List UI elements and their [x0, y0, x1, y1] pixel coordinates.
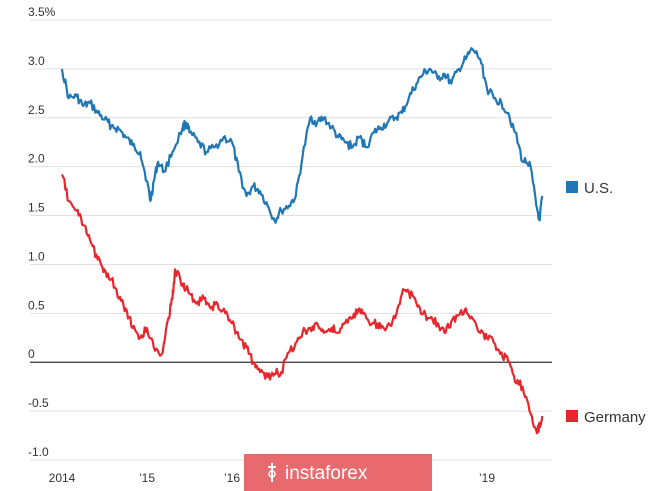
- y-tick-label: -1.0: [28, 445, 49, 459]
- y-tick-label: -0.5: [28, 396, 49, 410]
- x-tick-label: ’15: [139, 471, 155, 485]
- y-tick-label: 2.5: [28, 103, 45, 117]
- y-tick-label: 3.0: [28, 54, 45, 68]
- germany-yield-line: [60, 174, 544, 435]
- legend-germany: Germany: [566, 409, 646, 426]
- legend-label-germany: Germany: [584, 409, 646, 426]
- x-axis-tick-labels: 2014 ’15 ’16 ’19: [49, 471, 496, 485]
- y-tick-label: 3.5%: [28, 5, 56, 19]
- y-axis-tick-labels: 3.5% 3.0 2.5 2.0 1.5 1.0 0.5 0 -0.5 -1.0: [28, 5, 56, 459]
- y-tick-label: 1.5: [28, 201, 45, 215]
- watermark-text: instaforex: [285, 463, 368, 484]
- legend-us: U.S.: [566, 180, 613, 197]
- legend-swatch-germany: [566, 410, 578, 422]
- gridlines: [30, 19, 552, 461]
- x-tick-label: ’16: [224, 471, 240, 485]
- legend-label-us: U.S.: [584, 180, 613, 197]
- watermark: instaforex: [244, 454, 432, 491]
- y-tick-label: 0: [28, 347, 35, 361]
- y-tick-label: 0.5: [28, 298, 45, 312]
- y-tick-label: 2.0: [28, 152, 45, 166]
- legend-swatch-us: [566, 181, 578, 193]
- us-yield-line: [60, 47, 544, 224]
- x-tick-label: ’19: [479, 471, 495, 485]
- y-tick-label: 1.0: [28, 249, 45, 263]
- x-tick-label: 2014: [49, 471, 76, 485]
- watermark-logo-icon: [268, 463, 276, 482]
